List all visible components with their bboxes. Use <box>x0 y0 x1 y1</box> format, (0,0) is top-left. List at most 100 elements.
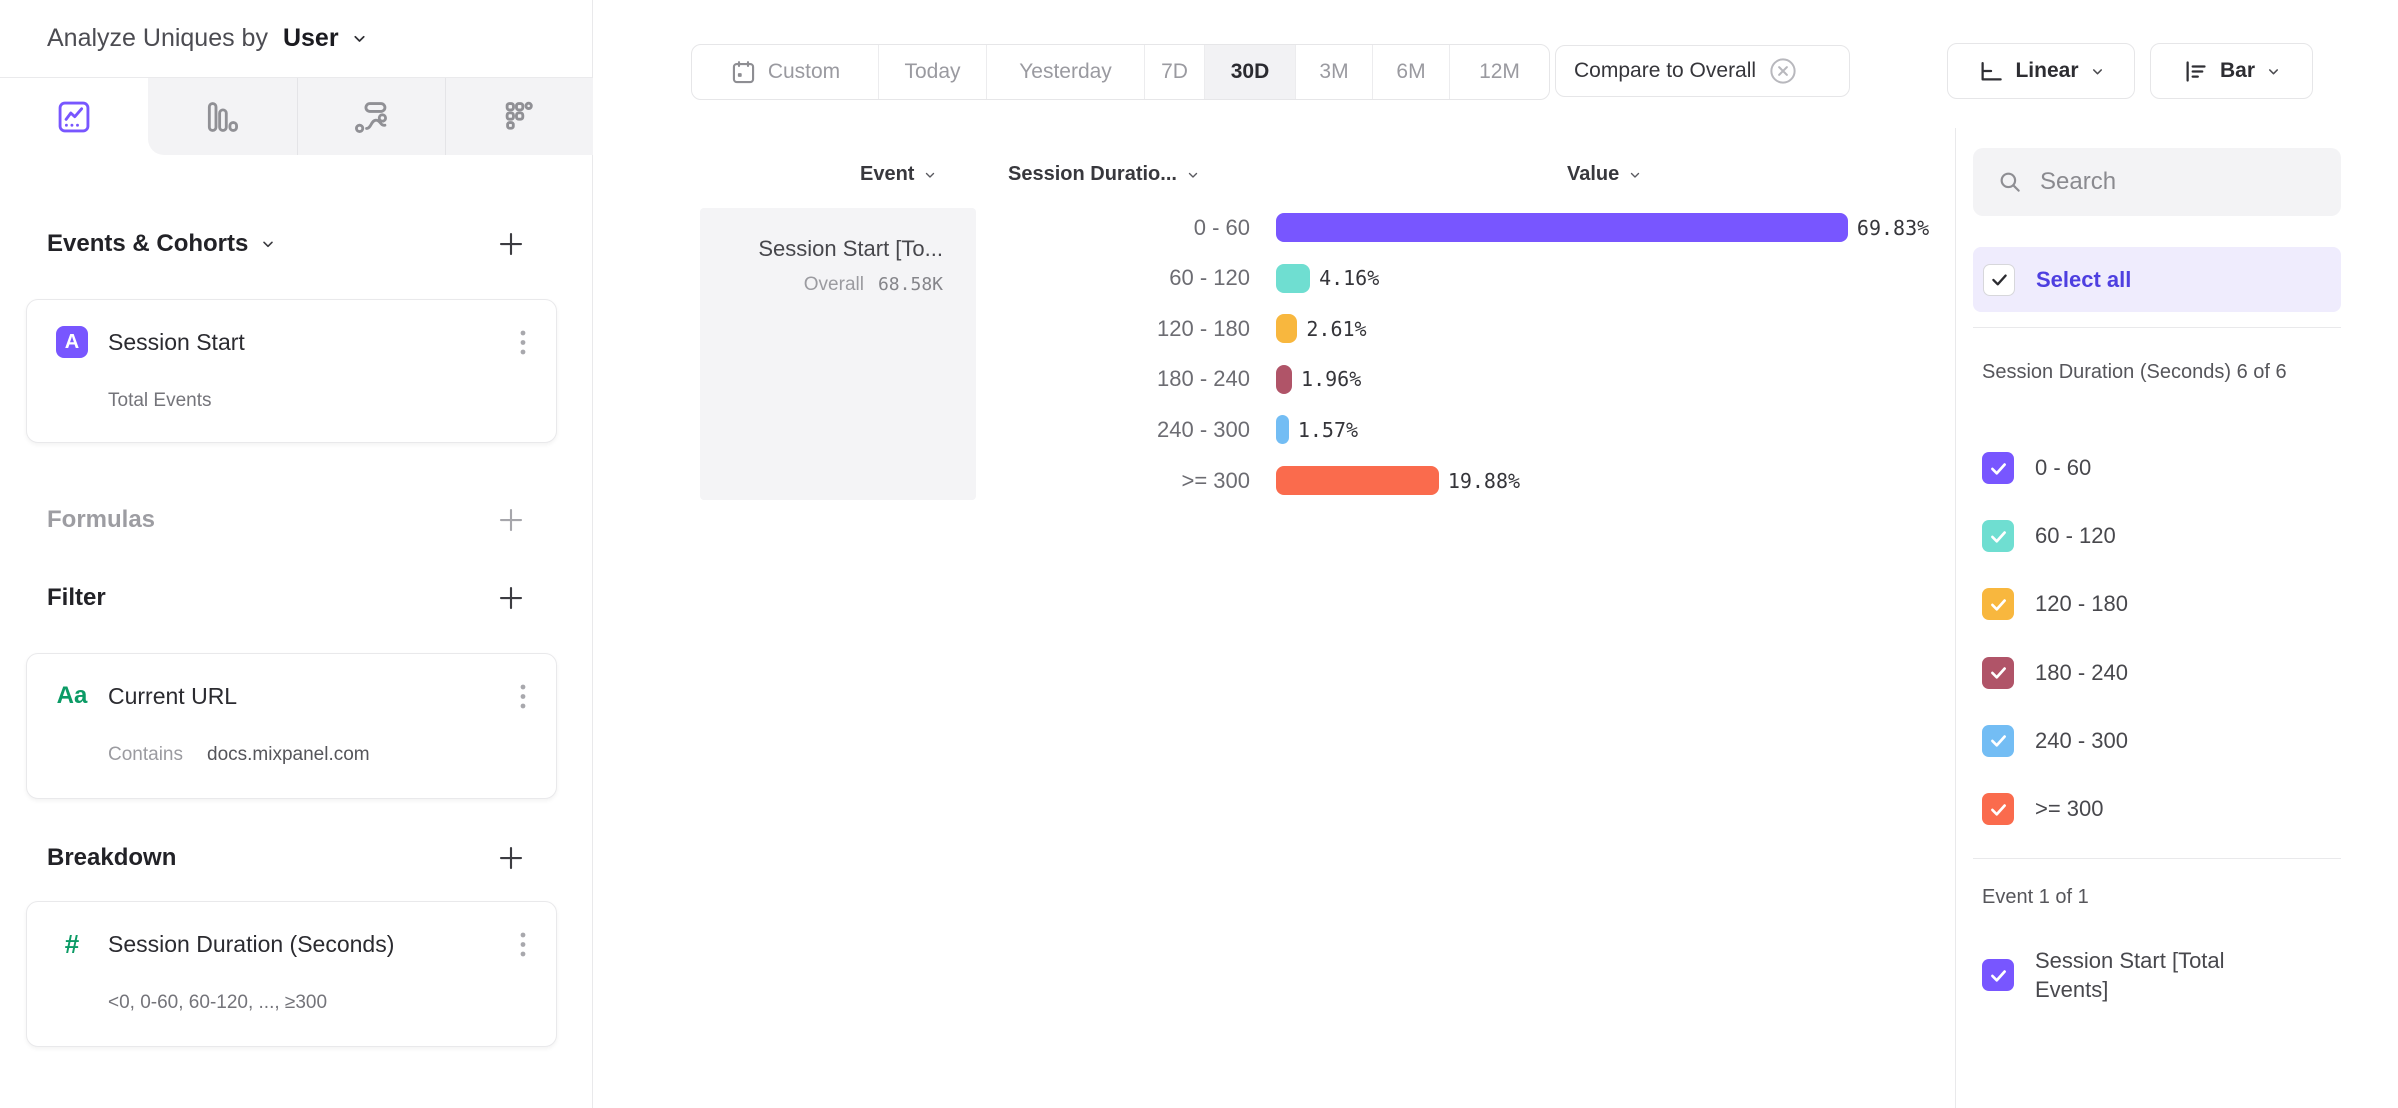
bar-segment[interactable] <box>1276 466 1439 495</box>
legend-checkbox[interactable] <box>1982 452 2014 484</box>
add-filter-button[interactable] <box>496 583 526 613</box>
bar-segment[interactable] <box>1276 415 1289 445</box>
legend-checkbox[interactable] <box>1982 520 2014 553</box>
analysis-type-header: Analyze Uniques by User <box>47 24 368 53</box>
select-all-row[interactable]: Select all <box>1973 247 2341 312</box>
date-range-label: Yesterday <box>1019 60 1112 83</box>
query-builder-sidebar: Analyze Uniques by User <box>0 0 593 1108</box>
date-range-30d[interactable]: 30D <box>1204 45 1295 99</box>
breakdown-card-session-duration[interactable]: # Session Duration (Seconds) <0, 0-60, 6… <box>26 901 557 1047</box>
event-card-subtitle[interactable]: Total Events <box>108 390 212 411</box>
add-breakdown-button[interactable] <box>496 843 526 873</box>
scale-label: Linear <box>2015 59 2079 82</box>
breakdown-group-heading: Session Duration (Seconds) 6 of 6 <box>1982 361 2287 383</box>
filter-card-current-url[interactable]: Aa Current URL Contains docs.mixpanel.co… <box>26 653 557 799</box>
bar-value-label: 4.16% <box>1319 266 1380 291</box>
legend-item-2[interactable]: 60 - 120 <box>1982 520 2116 553</box>
legend-checkbox[interactable] <box>1982 656 2014 689</box>
chevron-down-icon[interactable] <box>260 236 276 252</box>
date-range-3m[interactable]: 3M <box>1295 45 1372 99</box>
chevron-down-icon[interactable] <box>351 30 368 47</box>
bar-segment[interactable] <box>1276 364 1293 394</box>
legend-item-1[interactable]: 0 - 60 <box>1982 452 2091 484</box>
chevron-down-icon <box>1631 172 1640 178</box>
tab-flows[interactable] <box>296 78 445 155</box>
kebab-menu-icon[interactable] <box>514 927 532 962</box>
chevron-down-icon <box>2092 68 2102 74</box>
formulas-section-header: Formulas <box>47 502 526 538</box>
date-range-yesterday[interactable]: Yesterday <box>986 45 1144 99</box>
bar-value-label: 19.88% <box>1447 468 1521 493</box>
add-event-button[interactable] <box>496 229 526 259</box>
filter-card-title: Current URL <box>108 682 238 709</box>
tab-retention[interactable] <box>444 78 593 155</box>
chart-row-2: 60 - 120 4.16% <box>1023 263 1379 293</box>
date-range-control: Custom Today Yesterday 7D 30D 3M 6M 12M <box>691 44 1550 100</box>
event-group-heading: Event 1 of 1 <box>1982 886 2089 908</box>
date-range-today[interactable]: Today <box>878 45 986 99</box>
date-range-12m[interactable]: 12M <box>1449 45 1549 99</box>
linear-scale-icon <box>1977 58 2004 85</box>
check-icon <box>1991 274 2007 286</box>
search-icon <box>1997 169 2023 195</box>
analyze-value-dropdown[interactable]: User <box>282 24 339 52</box>
legend-search-box[interactable] <box>1973 148 2341 216</box>
legend-item-3[interactable]: 120 - 180 <box>1982 588 2128 621</box>
compare-to-overall-chip[interactable]: Compare to Overall <box>1555 45 1850 97</box>
formulas-label: Formulas <box>47 506 156 533</box>
breakdown-label: Breakdown <box>47 844 177 871</box>
legend-search-input[interactable] <box>2040 168 2300 196</box>
add-formula-button[interactable] <box>496 505 526 535</box>
chart-row-5: 240 - 300 1.57% <box>1023 415 1358 445</box>
filter-value[interactable]: docs.mixpanel.com <box>207 744 370 765</box>
divider <box>1973 858 2341 859</box>
event-checkbox[interactable] <box>1982 959 2014 991</box>
remove-compare-icon[interactable] <box>1768 56 1798 86</box>
compare-chip-label: Compare to Overall <box>1574 59 1757 82</box>
select-all-checkbox[interactable] <box>1983 263 2015 296</box>
legend-item-5[interactable]: 240 - 300 <box>1982 724 2128 757</box>
date-range-6m[interactable]: 6M <box>1372 45 1449 99</box>
tab-insights[interactable] <box>0 78 148 155</box>
tab-funnels[interactable] <box>148 78 297 155</box>
scale-dropdown-button[interactable]: Linear <box>1947 43 2135 99</box>
event-group-cell[interactable]: Session Start [To... Overall 68.58K <box>700 208 976 500</box>
legend-checkbox[interactable] <box>1982 793 2014 825</box>
event-card-session-start[interactable]: A Session Start Total Events <box>26 299 557 443</box>
legend-item-6[interactable]: >= 300 <box>1982 793 2104 825</box>
legend-item-label: >= 300 <box>2035 796 2104 821</box>
column-header-event[interactable]: Event <box>860 163 937 186</box>
legend-event-item-1[interactable]: Session Start [Total Events] <box>1982 946 2270 1004</box>
check-icon <box>1990 969 2006 982</box>
filter-operator[interactable]: Contains <box>108 744 183 765</box>
legend-checkbox[interactable] <box>1982 588 2014 621</box>
breakdown-header-label: Session Duratio... <box>1008 163 1177 185</box>
column-header-breakdown[interactable]: Session Duratio... <box>1008 163 1200 186</box>
kebab-menu-icon[interactable] <box>514 679 532 714</box>
filter-label: Filter <box>47 584 106 611</box>
legend-checkbox[interactable] <box>1982 724 2014 757</box>
chart-row-3: 120 - 180 2.61% <box>1023 314 1367 344</box>
events-cohorts-section-header: Events & Cohorts <box>47 226 526 262</box>
overall-label: Overall <box>803 274 864 295</box>
date-range-7d[interactable]: 7D <box>1144 45 1204 99</box>
bar-segment[interactable] <box>1276 213 1848 242</box>
chart-type-dropdown-button[interactable]: Bar <box>2150 43 2313 99</box>
legend-item-label: 120 - 180 <box>2035 591 2128 617</box>
date-range-label: Custom <box>767 60 841 83</box>
bar-category-label: 180 - 240 <box>1157 366 1250 392</box>
bar-segment[interactable] <box>1276 314 1298 344</box>
event-series-badge: A <box>56 326 88 358</box>
column-header-value[interactable]: Value <box>1567 163 1642 186</box>
date-range-custom[interactable]: Custom <box>692 45 878 99</box>
kebab-menu-icon[interactable] <box>514 325 532 360</box>
insights-chart-icon <box>55 98 93 136</box>
legend-item-4[interactable]: 180 - 240 <box>1982 656 2128 689</box>
bar-segment[interactable] <box>1276 263 1311 293</box>
chevron-down-icon <box>926 172 935 178</box>
legend-panel: Select all Session Duration (Seconds) 6 … <box>1955 128 2398 1108</box>
events-cohorts-label: Events & Cohorts <box>47 230 249 257</box>
funnels-bars-icon <box>203 98 241 136</box>
breakdown-card-buckets[interactable]: <0, 0-60, 60-120, ..., ≥300 <box>108 992 328 1013</box>
bar-value-label: 2.61% <box>1306 316 1367 341</box>
